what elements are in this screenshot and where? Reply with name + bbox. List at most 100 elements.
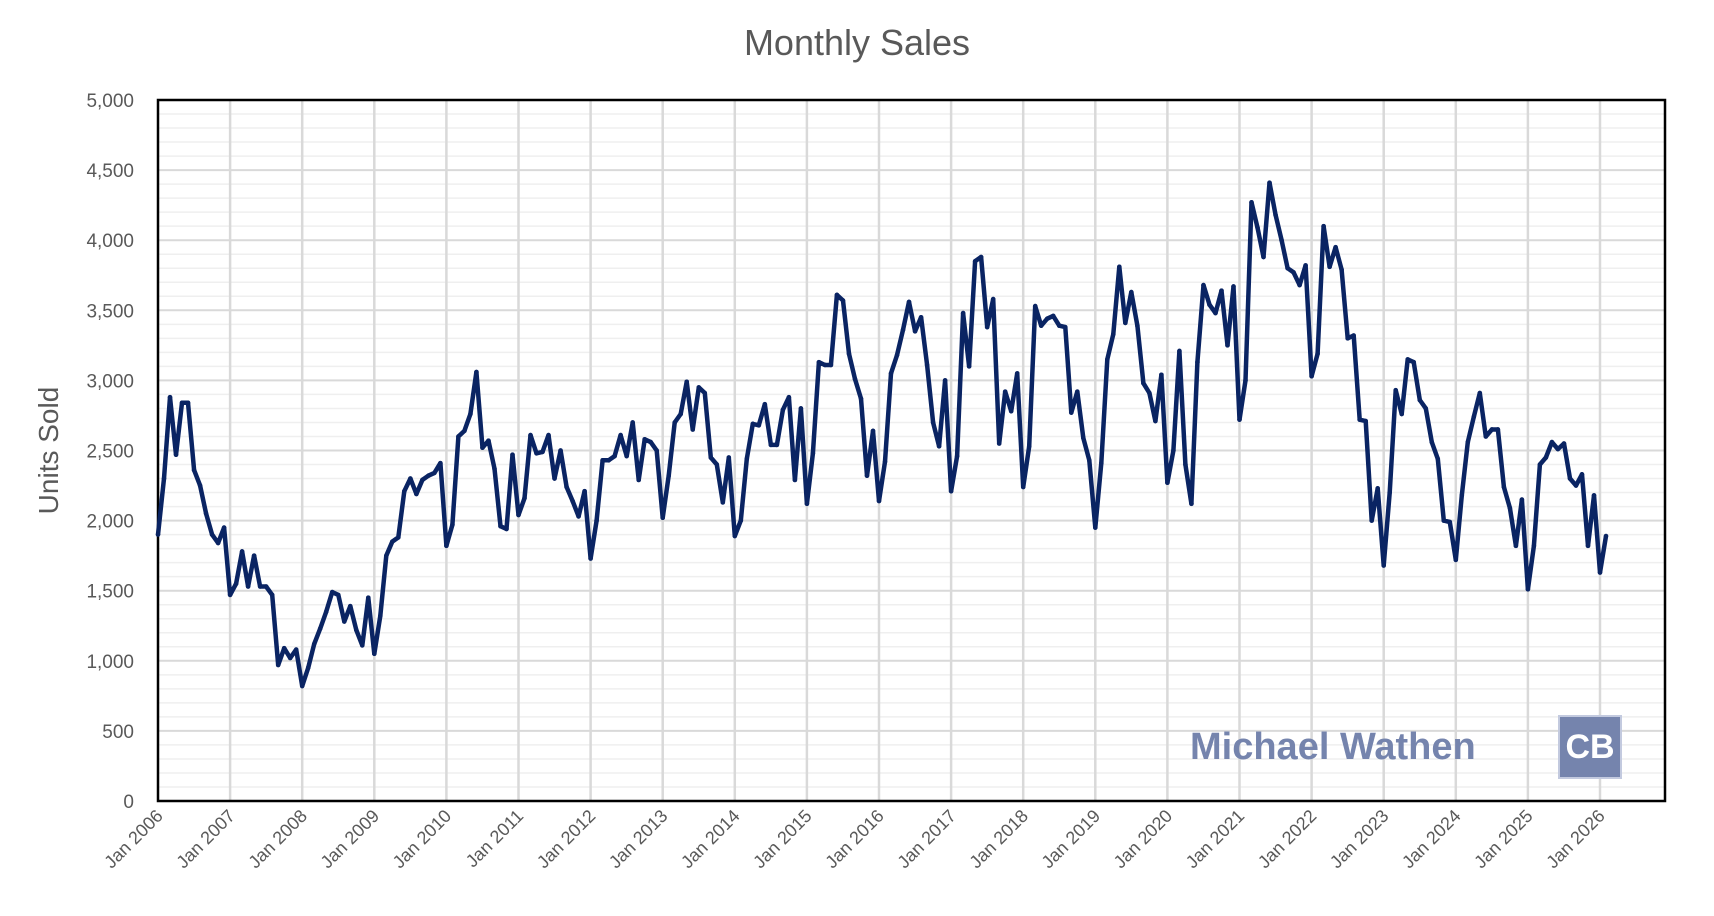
data-point (1020, 484, 1026, 490)
data-point (1002, 389, 1008, 394)
data-point (468, 411, 473, 417)
data-point (1014, 371, 1020, 376)
data-point (660, 515, 665, 521)
data-point (317, 626, 323, 631)
data-point (708, 455, 714, 460)
data-point (287, 655, 293, 661)
data-point (1225, 343, 1230, 348)
data-point (714, 462, 720, 467)
data-point (341, 619, 347, 624)
data-point (1447, 519, 1453, 525)
data-point (1411, 359, 1417, 365)
data-point (822, 362, 828, 368)
data-point (702, 390, 708, 396)
data-point (359, 643, 365, 648)
data-point (1429, 439, 1435, 445)
x-tick-label: Jan 2025 (1470, 806, 1537, 873)
data-point (1477, 390, 1483, 396)
data-point (1519, 497, 1525, 502)
data-point (1555, 446, 1561, 452)
data-point (888, 371, 894, 376)
data-point (612, 453, 617, 459)
data-point (876, 498, 882, 504)
data-point (510, 452, 515, 458)
watermark-name: Michael Wathen (1190, 726, 1476, 768)
x-tick-label: Jan 2023 (1326, 806, 1393, 873)
data-point (1567, 476, 1573, 481)
data-point (588, 556, 593, 561)
data-point (1591, 493, 1597, 498)
data-point (774, 442, 780, 448)
data-point (996, 441, 1002, 446)
data-point (1375, 486, 1380, 491)
data-point (414, 491, 419, 497)
data-point (1345, 336, 1350, 341)
data-point (179, 400, 185, 406)
data-point (1471, 414, 1477, 420)
data-point (954, 453, 960, 459)
data-point (624, 453, 629, 459)
data-point (402, 488, 407, 494)
data-point (912, 329, 918, 334)
data-point (1435, 456, 1441, 462)
data-point (299, 683, 305, 689)
data-point (378, 613, 383, 619)
x-tick-label: Jan 2020 (1110, 806, 1177, 873)
data-point (269, 592, 275, 598)
data-point (1465, 439, 1471, 445)
data-point (1086, 458, 1092, 463)
data-point (1153, 418, 1158, 424)
data-point (930, 420, 936, 425)
data-point (450, 522, 455, 528)
data-point (1068, 410, 1074, 415)
data-point (432, 470, 437, 476)
data-point (870, 428, 876, 434)
x-tick-label: Jan 2008 (245, 806, 312, 873)
data-point (1189, 501, 1194, 507)
data-point (185, 400, 191, 406)
data-point (408, 476, 413, 481)
data-point (329, 589, 335, 595)
data-point (1129, 289, 1134, 295)
data-point (1291, 270, 1296, 275)
data-point (990, 296, 996, 302)
data-point (834, 292, 840, 298)
data-point (618, 432, 623, 438)
data-point (1026, 443, 1032, 449)
data-point (720, 500, 726, 505)
y-axis-label: Units Sold (33, 387, 64, 515)
data-point (1147, 390, 1152, 396)
data-point (984, 324, 990, 330)
data-point (486, 438, 491, 443)
data-point (1237, 417, 1242, 422)
data-point (1459, 493, 1465, 498)
x-tick-label: Jan 2019 (1038, 806, 1105, 873)
data-point (155, 532, 161, 537)
data-point (1183, 462, 1188, 467)
data-point (1261, 254, 1266, 260)
data-point (1495, 427, 1501, 432)
data-point (1243, 378, 1248, 383)
data-point (738, 518, 744, 523)
data-point (474, 369, 479, 375)
data-point (726, 455, 732, 460)
data-point (1044, 316, 1050, 322)
data-point (1387, 490, 1393, 495)
data-point (756, 422, 762, 428)
data-point (972, 258, 978, 264)
y-tick-label: 4,000 (86, 231, 134, 252)
data-point (245, 584, 251, 589)
data-point (594, 518, 599, 523)
x-tick-label: Jan 2016 (821, 806, 888, 873)
data-point (1549, 439, 1555, 445)
data-point (1117, 264, 1122, 270)
data-point (1123, 320, 1128, 326)
data-point (281, 645, 287, 651)
data-point (293, 647, 299, 652)
data-point (810, 451, 816, 456)
data-point (384, 553, 389, 558)
data-point (816, 359, 822, 365)
data-point (1561, 441, 1567, 446)
data-point (1363, 418, 1368, 424)
data-point (648, 439, 653, 445)
